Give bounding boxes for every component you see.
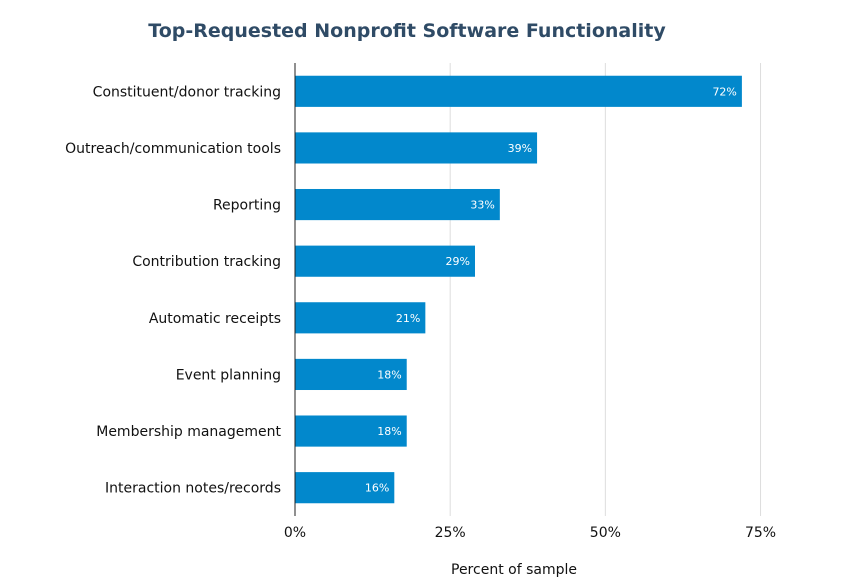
category-labels: Constituent/donor tracking Outreach/commu… — [65, 84, 281, 496]
bar — [295, 358, 407, 391]
bar — [295, 302, 426, 334]
category-label: Constituent/donor tracking — [93, 84, 281, 100]
bar — [295, 132, 538, 164]
data-label: 18% — [377, 368, 401, 381]
x-axis-title: Percent of sample — [451, 562, 577, 578]
data-label: 72% — [712, 85, 736, 98]
x-tick-label: 75% — [745, 525, 776, 541]
data-labels: 72% 39% 33% 29% 21% 18% 18% 16% — [365, 85, 737, 494]
category-label: Contribution tracking — [132, 254, 281, 270]
category-label: Event planning — [176, 367, 281, 383]
x-tick-label: 50% — [590, 525, 621, 541]
data-label: 39% — [508, 142, 532, 155]
category-label: Automatic receipts — [149, 311, 281, 327]
bar — [295, 75, 742, 107]
data-label: 21% — [396, 312, 420, 325]
chart-title: Top-Requested Nonprofit Software Functio… — [148, 20, 666, 42]
data-label: 33% — [470, 199, 494, 212]
x-tick-labels: 0% 25% 50% 75% — [284, 525, 776, 541]
data-label: 29% — [446, 255, 470, 268]
bar — [295, 472, 395, 504]
bar — [295, 188, 500, 221]
x-tick-label: 0% — [284, 525, 306, 541]
category-label: Interaction notes/records — [105, 481, 281, 497]
bar — [295, 415, 407, 447]
data-label: 16% — [365, 482, 389, 495]
bars — [295, 75, 742, 504]
category-label: Reporting — [213, 198, 281, 214]
gridlines — [449, 63, 762, 516]
category-label: Membership management — [96, 424, 281, 440]
data-label: 18% — [377, 425, 401, 438]
category-label: Outreach/communication tools — [65, 141, 281, 157]
x-tick-label: 25% — [435, 525, 466, 541]
bar — [295, 245, 475, 277]
